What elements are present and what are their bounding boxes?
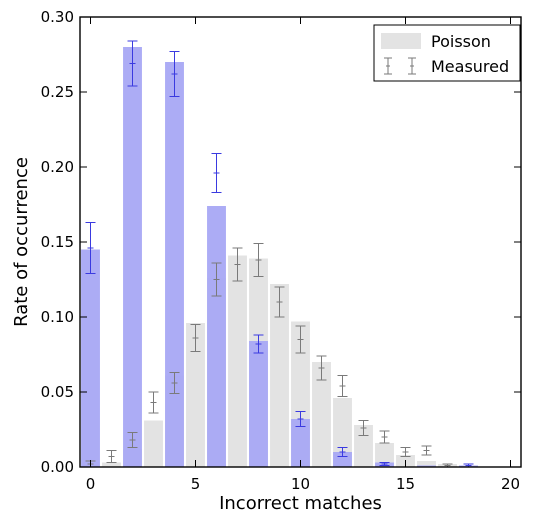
blue-errorbar: [379, 462, 390, 466]
gray-errorbar: [337, 375, 348, 397]
legend-entry-measured: Measured: [384, 57, 509, 76]
x-axis-label: Incorrect matches: [219, 493, 382, 514]
x-tick-label: 15: [396, 475, 415, 493]
gray-errorbar: [400, 447, 411, 457]
blue-bar: [207, 206, 226, 467]
blue-errorbar: [127, 40, 138, 87]
axis-ticks: 0 5 10 15 20 0.00 0.05 0.10 0.15 0.20 0.25 0.30: [41, 8, 521, 493]
gray-errorbar: [274, 286, 285, 318]
blue-bar: [249, 341, 268, 467]
blue-errorbar: [337, 447, 348, 457]
gray-errorbar: [106, 450, 117, 463]
poisson-bar: [375, 443, 394, 467]
poisson-bar: [333, 398, 352, 467]
gray-errorbar: [127, 432, 138, 448]
gray-errorbar: [358, 420, 369, 436]
blue-bar: [123, 47, 142, 467]
blue-errorbar: [169, 51, 180, 97]
poisson-bar: [312, 362, 331, 467]
y-tick-label: 0.00: [41, 458, 74, 476]
plot-area: [81, 40, 478, 468]
blue-bar: [81, 249, 100, 467]
blue-errorbar: [253, 334, 264, 354]
gray-errorbar: [379, 430, 390, 444]
x-tick-label: 5: [191, 475, 201, 493]
x-tick-label: 20: [501, 475, 520, 493]
gray-errorbar: [190, 324, 201, 352]
blue-bar: [165, 62, 184, 467]
blue-errorbar: [295, 411, 306, 427]
poisson-bar: [270, 284, 289, 467]
gray-errorbar: [169, 372, 180, 394]
y-tick-label: 0.05: [41, 383, 74, 401]
legend-label-poisson: Poisson: [431, 32, 491, 51]
x-tick-label: 10: [291, 475, 310, 493]
poisson-bar: [228, 255, 247, 467]
poisson-bar: [417, 461, 436, 467]
blue-errorbar: [211, 153, 222, 193]
gray-errorbar: [148, 391, 159, 414]
gray-errorbar: [316, 355, 327, 381]
y-tick-label: 0.25: [41, 83, 74, 101]
blue-bar: [333, 452, 352, 467]
poisson-bar: [102, 462, 121, 467]
gray-errorbar: [253, 243, 264, 277]
y-axis-label: Rate of occurrence: [11, 157, 32, 327]
gray-errorbar: [295, 325, 306, 354]
legend-entry-poisson: Poisson: [381, 32, 491, 51]
y-tick-label: 0.10: [41, 308, 74, 326]
blue-bar: [291, 419, 310, 467]
gray-errorbar: [211, 262, 222, 297]
poisson-bar: [186, 323, 205, 467]
y-tick-label: 0.20: [41, 158, 74, 176]
y-tick-label: 0.15: [41, 233, 74, 251]
blue-bar: [417, 465, 436, 467]
legend-label-measured: Measured: [431, 57, 509, 76]
gray-errorbar: [232, 247, 243, 282]
legend: Poisson Measured: [373, 24, 521, 82]
x-tick-label: 0: [86, 475, 96, 493]
legend-swatch-poisson: [381, 33, 421, 49]
blue-errorbar: [85, 222, 96, 274]
y-tick-label: 0.30: [41, 8, 74, 26]
poisson-bar: [144, 420, 163, 467]
gray-errorbar: [421, 445, 432, 456]
